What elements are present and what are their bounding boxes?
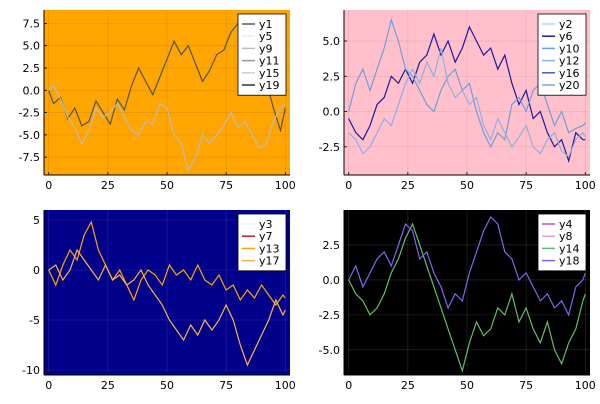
series-line-y18 <box>348 215 586 317</box>
legend-label-y7: y7 <box>259 230 273 243</box>
legend-label-y5: y5 <box>259 30 273 43</box>
legend-label-y4: y4 <box>559 218 573 231</box>
x-tick-label: 25 <box>101 179 115 192</box>
legend-label-y8: y8 <box>559 230 573 243</box>
legend-label-y2: y2 <box>559 18 573 31</box>
legend-label-y18: y18 <box>559 255 580 268</box>
y-tick-label: 2.5 <box>323 239 341 252</box>
legend-label-y12: y12 <box>559 55 580 68</box>
y-tick-label: 5 <box>33 214 40 227</box>
legend-box <box>237 13 287 96</box>
series-line-y14 <box>348 222 586 373</box>
y-tick-label: -10 <box>22 364 40 377</box>
x-tick-label: 0 <box>45 179 52 192</box>
x-tick-label: 100 <box>575 179 596 192</box>
x-tick-label: 0 <box>345 379 352 392</box>
x-tick-label: 50 <box>460 179 474 192</box>
legend-label-y14: y14 <box>559 242 580 255</box>
x-tick-label: 75 <box>519 179 533 192</box>
legend-label-y11: y11 <box>259 55 280 68</box>
y-tick-label: 0 <box>33 264 40 277</box>
y-tick-label: 2.5 <box>323 70 341 83</box>
x-tick-label: 0 <box>45 379 52 392</box>
x-tick-label: 25 <box>101 379 115 392</box>
legend-label-y16: y16 <box>559 67 580 80</box>
legend-box <box>537 13 587 96</box>
legend-label-y13: y13 <box>259 242 280 255</box>
legend-label-y20: y20 <box>559 79 580 92</box>
y-tick-label: 0.0 <box>23 84 41 97</box>
x-tick-label: 0 <box>345 179 352 192</box>
y-tick-label: -2.5 <box>319 309 340 322</box>
x-tick-label: 75 <box>219 179 233 192</box>
y-tick-label: 5.0 <box>23 40 41 53</box>
x-tick-label: 50 <box>160 379 174 392</box>
y-tick-label: -5.0 <box>319 344 340 357</box>
y-tick-label: -5.0 <box>19 129 40 142</box>
x-tick-label: 75 <box>219 379 233 392</box>
series-line-y12 <box>348 47 586 158</box>
x-tick-label: 50 <box>160 179 174 192</box>
series-line-y9 <box>48 84 286 173</box>
legend-label-y9: y9 <box>259 42 273 55</box>
x-tick-label: 100 <box>575 379 596 392</box>
legend-label-y1: y1 <box>259 18 273 31</box>
series-line-y17 <box>48 248 286 367</box>
legend-label-y15: y15 <box>259 67 280 80</box>
y-tick-label: -7.5 <box>19 151 40 164</box>
x-tick-label: 50 <box>460 379 474 392</box>
y-tick-label: 7.5 <box>23 17 41 30</box>
series-line-y13 <box>48 220 286 307</box>
legend-label-y6: y6 <box>559 30 573 43</box>
series-line-y10 <box>348 17 586 149</box>
x-tick-label: 25 <box>401 179 415 192</box>
legend-label-y19: y19 <box>259 79 280 92</box>
y-tick-label: -2.5 <box>19 107 40 120</box>
x-tick-label: 25 <box>401 379 415 392</box>
y-tick-label: -2.5 <box>319 141 340 154</box>
y-tick-label: 0.0 <box>323 274 341 287</box>
x-tick-label: 100 <box>275 179 296 192</box>
legend-label-y17: y17 <box>259 255 280 268</box>
legend-label-y3: y3 <box>259 218 273 231</box>
x-tick-label: 100 <box>275 379 296 392</box>
y-tick-label: 2.5 <box>23 62 41 75</box>
legend-label-y10: y10 <box>559 42 580 55</box>
x-tick-label: 75 <box>519 379 533 392</box>
chart-panel-1: 0 25 50 75 100 -7.5 -5.0 -2.5 0.0 2.5 5.0 7.5 y1y5y9… <box>19 10 296 192</box>
y-tick-label: -5 <box>29 314 40 327</box>
y-tick-label: 5.0 <box>323 35 341 48</box>
y-tick-label: 0.0 <box>323 106 341 119</box>
